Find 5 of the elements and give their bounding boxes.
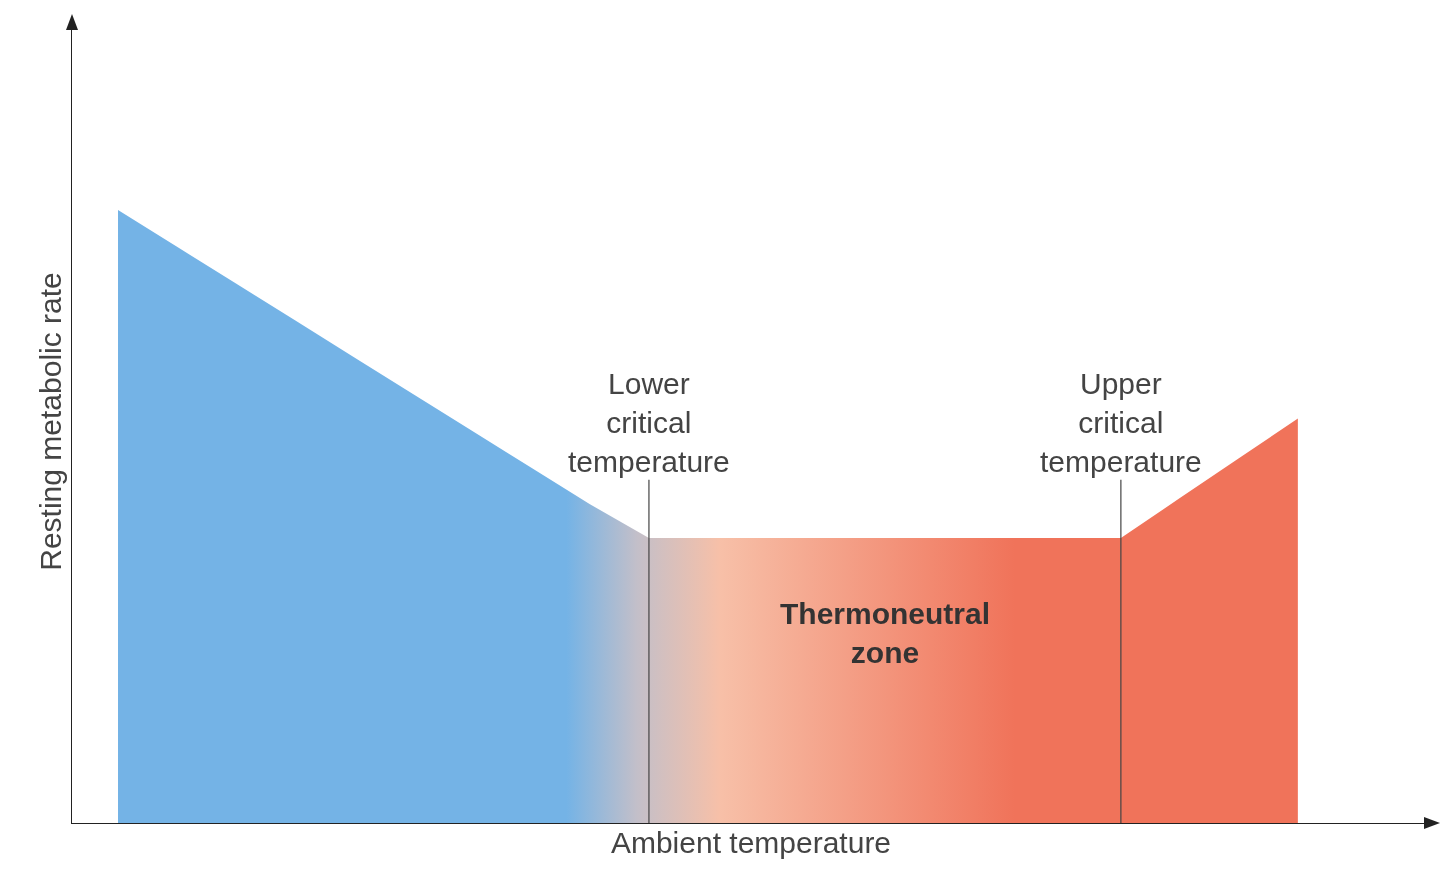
x-axis-title: Ambient temperature: [610, 826, 892, 860]
annotation: Lower critical temperature: [568, 367, 730, 478]
annotation: Thermoneutral zone: [780, 597, 991, 669]
y-axis-title: Resting metabolic rate: [33, 272, 67, 571]
annotation: Upper critical temperature: [1040, 367, 1202, 478]
